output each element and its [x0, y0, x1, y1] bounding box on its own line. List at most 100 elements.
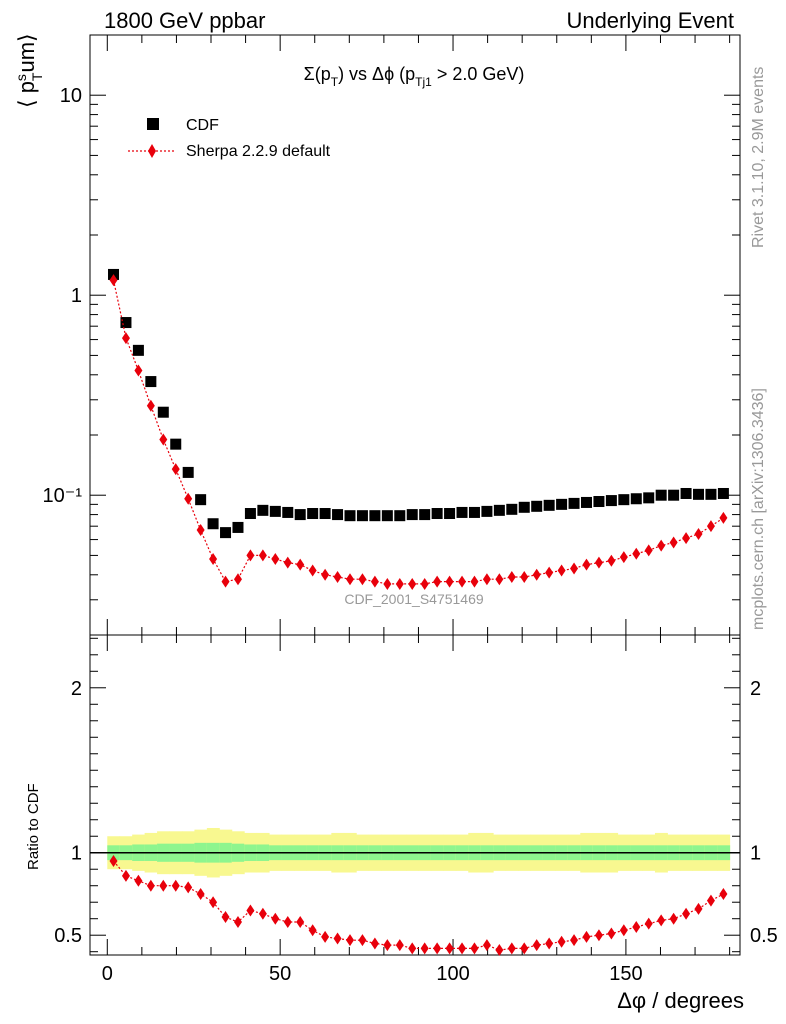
- sherpa-point: [557, 564, 566, 577]
- cdf-point: [381, 510, 393, 522]
- sherpa-point: [470, 575, 479, 588]
- y-tick-label-bottom-right: 2: [750, 678, 761, 700]
- cdf-point: [431, 508, 443, 520]
- cdf-point: [294, 509, 306, 521]
- y-tick-label-bottom: 1: [71, 843, 82, 865]
- ratio-point: [532, 939, 541, 952]
- sherpa-line: [112, 279, 724, 585]
- cdf-point: [269, 505, 281, 517]
- ratio-panel-frame: [89, 634, 741, 956]
- ratio-point: [495, 944, 504, 957]
- cdf-point: [394, 510, 406, 522]
- y-tick-label-bottom-right: 0.5: [750, 925, 778, 947]
- sherpa-point: [495, 573, 504, 586]
- cdf-point: [705, 488, 717, 500]
- ratio-point: [570, 934, 579, 947]
- sherpa-point: [121, 332, 130, 345]
- ratio-point: [420, 942, 429, 955]
- sherpa-point: [109, 274, 118, 287]
- cdf-point: [543, 499, 555, 511]
- sherpa-point: [333, 570, 342, 583]
- cdf-point: [605, 495, 617, 507]
- sherpa-point: [233, 573, 242, 586]
- sherpa-point: [582, 558, 591, 571]
- sherpa-point: [594, 556, 603, 569]
- cdf-point: [232, 521, 244, 533]
- sherpa-point: [632, 547, 641, 560]
- y-tick-label-top: 10⁻¹: [43, 485, 83, 507]
- legend-cdf-label: CDF: [186, 117, 219, 134]
- ratio-panel-ticks: 0 50 100 150 0.5 0.5 1 1 2 2: [54, 635, 778, 985]
- cdf-point: [493, 504, 505, 516]
- cdf-point: [344, 510, 356, 522]
- x-tick-label: 100: [436, 963, 469, 985]
- sherpa-point: [520, 570, 529, 583]
- ratio-point: [482, 939, 491, 952]
- ratio-point: [545, 937, 554, 950]
- cdf-point: [668, 489, 680, 501]
- sherpa-point: [719, 511, 728, 524]
- y-tick-label-bottom-right: 1: [750, 843, 761, 865]
- header-left: 1800 GeV ppbar: [104, 8, 265, 33]
- sherpa-point: [619, 551, 628, 564]
- ratio-point: [221, 911, 230, 924]
- cdf-point: [518, 501, 530, 513]
- ratio-point: [271, 912, 280, 925]
- x-tick-label: 50: [269, 963, 291, 985]
- cdf-point: [120, 317, 132, 329]
- legend-sherpa-marker: [148, 144, 156, 158]
- sherpa-point: [682, 532, 691, 545]
- rivet-version-label: Rivet 3.1.10, 2.9M events: [750, 67, 767, 248]
- ratio-point: [109, 854, 118, 867]
- main-panel-marks: [108, 268, 729, 590]
- cdf-point: [468, 506, 480, 518]
- ratio-point: [258, 907, 267, 920]
- cdf-point: [145, 376, 157, 388]
- sherpa-point: [706, 520, 715, 533]
- legend: CDF Sherpa 2.2.9 default: [128, 117, 331, 160]
- y-tick-label-bottom: 2: [71, 678, 82, 700]
- cdf-point: [170, 438, 182, 450]
- sherpa-point: [308, 564, 317, 577]
- sherpa-point: [321, 568, 330, 581]
- chart-title: Σ(pT) vs Δϕ (pTj1 > 2.0 GeV): [304, 64, 525, 89]
- sherpa-point: [209, 552, 218, 565]
- ratio-point: [121, 869, 130, 882]
- sherpa-point: [221, 575, 230, 588]
- legend-sherpa-label: Sherpa 2.2.9 default: [186, 143, 331, 160]
- cdf-point: [481, 505, 493, 517]
- cdf-point: [244, 508, 256, 520]
- cdf-point: [630, 493, 642, 505]
- ratio-panel: 0 50 100 150 0.5 0.5 1 1 2 2 Ratio to CDF Δφ / de…: [25, 634, 778, 1013]
- ratio-point: [594, 929, 603, 942]
- sherpa-point: [694, 527, 703, 540]
- main-panel-ticks: 10 1 10⁻¹: [43, 34, 740, 636]
- cdf-point: [207, 518, 219, 530]
- sherpa-point: [570, 562, 579, 575]
- ratio-point: [246, 904, 255, 917]
- ratio-point: [308, 924, 317, 937]
- ratio-point: [358, 934, 367, 947]
- header-right: Underlying Event: [566, 8, 734, 33]
- ratio-point: [669, 912, 678, 925]
- ratio-point: [719, 887, 728, 900]
- ratio-point: [644, 917, 653, 930]
- ratio-point: [507, 942, 516, 955]
- ratio-point: [346, 934, 354, 947]
- sherpa-point: [657, 539, 666, 552]
- ratio-point: [383, 939, 392, 952]
- ratio-point: [370, 937, 379, 950]
- cdf-point: [332, 509, 344, 521]
- sherpa-point: [644, 544, 653, 557]
- sherpa-point: [171, 463, 180, 476]
- sherpa-point: [507, 570, 516, 583]
- ratio-point: [296, 916, 305, 929]
- cdf-point: [580, 496, 592, 508]
- sherpa-point: [283, 556, 292, 569]
- cdf-point: [568, 497, 580, 509]
- mcplots-label: mcplots.cern.ch [arXiv:1306.3436]: [750, 388, 767, 630]
- ratio-point: [433, 942, 442, 955]
- sherpa-point: [669, 536, 678, 549]
- ratio-point: [706, 894, 715, 907]
- ratio-point: [283, 916, 292, 929]
